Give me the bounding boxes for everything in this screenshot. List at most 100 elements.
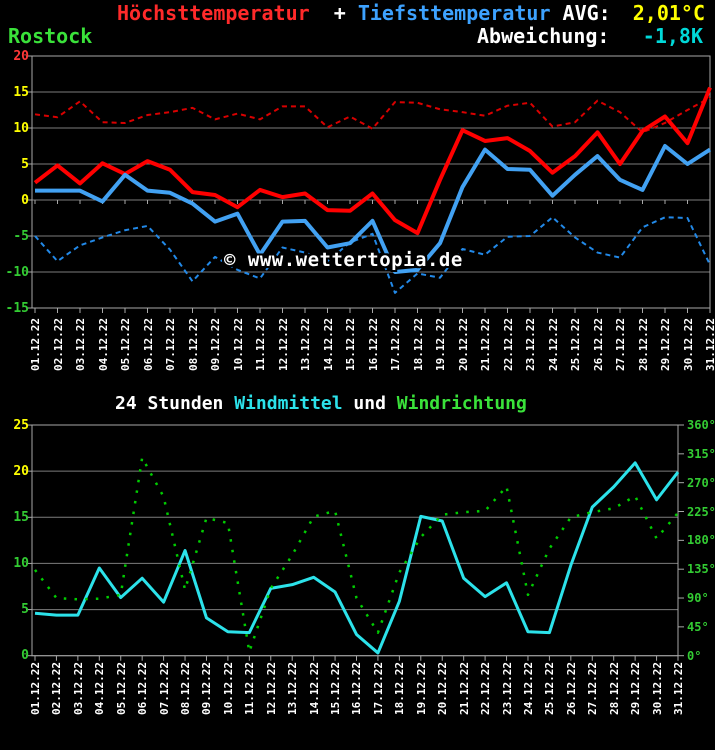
wind-x-axis-date: 03.12.22 xyxy=(71,662,85,715)
temp-x-axis-date: 07.12.22 xyxy=(164,318,177,371)
temp-x-axis-date: 01.12.22 xyxy=(29,318,42,371)
station-name: Rostock xyxy=(8,24,93,48)
wind-x-axis-date: 01.12.22 xyxy=(29,662,42,715)
temp-x-axis-date: 22.12.22 xyxy=(501,318,515,371)
temp-x-axis-date: 26.12.22 xyxy=(591,318,605,371)
temp-x-axis-date: 24.12.22 xyxy=(546,318,560,371)
watermark: © www.wettertopia.de xyxy=(224,249,463,271)
deviation-label: Abweichung: xyxy=(477,24,610,48)
wind-degree-axis-label: 90° xyxy=(687,591,709,606)
wind-x-axis-date: 21.12.22 xyxy=(457,662,471,715)
temp-y-axis-label: 10 xyxy=(13,120,29,136)
wind-x-axis-date: 14.12.22 xyxy=(307,662,321,715)
legend-tiefsttemperatur: Tiefsttemperatur xyxy=(357,1,551,25)
temp-x-axis-date: 19.12.22 xyxy=(434,318,447,371)
avg-label: AVG: xyxy=(550,1,611,25)
temp-x-axis-date: 27.12.22 xyxy=(614,318,627,371)
temp-x-axis-date: 17.12.22 xyxy=(389,318,402,371)
wind-x-axis-date: 05.12.22 xyxy=(114,662,128,715)
wind-x-axis-date: 12.12.22 xyxy=(264,662,278,715)
wind-x-axis-date: 24.12.22 xyxy=(521,662,535,715)
wind-y-axis-label: 5 xyxy=(21,602,29,618)
wind-title-windmittel: Windmittel xyxy=(234,393,343,414)
temp-x-axis-date: 23.12.22 xyxy=(524,318,537,371)
temp-x-axis-date: 02.12.22 xyxy=(51,318,65,371)
wind-x-axis-date: 17.12.22 xyxy=(371,662,385,715)
wind-degree-axis-label: 315° xyxy=(687,446,715,461)
temp-x-axis-date: 08.12.22 xyxy=(186,318,200,371)
temp-x-axis-date: 25.12.22 xyxy=(569,318,582,371)
wind-series-Windmittel xyxy=(34,461,680,655)
wind-y-axis-label: 0 xyxy=(21,648,29,664)
wind-x-axis-date: 25.12.22 xyxy=(543,662,557,715)
wind-x-axis-date: 16.12.22 xyxy=(350,662,364,715)
temp-series-Tiefsttemperatur Mittelwerte xyxy=(34,216,711,294)
wind-series-Windrichtung xyxy=(34,456,679,654)
temp-x-axis-date: 18.12.22 xyxy=(411,318,425,371)
wind-x-axis-date: 07.12.22 xyxy=(157,662,171,715)
temp-y-axis-label: 5 xyxy=(21,156,29,172)
wind-degree-axis-label: 135° xyxy=(687,562,715,577)
temp-chart-legend: Höchsttemperatur + Tiefsttemperatur AVG: xyxy=(117,3,611,23)
wind-x-axis-date: 30.12.22 xyxy=(650,662,664,715)
legend-plus: + xyxy=(309,1,358,25)
wind-degree-axis-label: 270° xyxy=(687,475,715,490)
wind-x-axis-date: 19.12.22 xyxy=(414,662,428,715)
temp-x-axis-date: 21.12.22 xyxy=(479,318,492,371)
temp-x-axis-date: 10.12.22 xyxy=(231,318,245,371)
temp-y-axis-label: -5 xyxy=(13,228,29,244)
wind-x-axis-date: 10.12.22 xyxy=(221,662,235,715)
temp-x-axis-date: 12.12.22 xyxy=(276,318,290,371)
legend-hoechsttemperatur: Höchsttemperatur xyxy=(117,1,310,25)
wind-x-axis-date: 20.12.22 xyxy=(436,662,450,715)
temp-x-axis-date: 09.12.22 xyxy=(209,318,222,371)
wind-degree-axis-label: 180° xyxy=(687,533,715,548)
temp-x-axis-date: 11.12.22 xyxy=(254,318,267,371)
wind-x-axis-date: 29.12.22 xyxy=(629,662,643,715)
temp-series-Tiefsttemperatur xyxy=(35,144,712,274)
wind-title-und: und xyxy=(342,393,397,414)
wind-title-24h: 24 Stunden xyxy=(115,393,235,414)
wind-x-axis-date: 04.12.22 xyxy=(93,662,107,715)
temp-x-axis-date: 03.12.22 xyxy=(74,318,87,371)
temp-x-axis-date: 04.12.22 xyxy=(96,318,110,371)
wind-degree-axis-label: 225° xyxy=(687,504,715,519)
wind-x-axis-date: 02.12.22 xyxy=(50,662,64,715)
temp-y-axis-label: 0 xyxy=(21,192,29,208)
wind-x-axis-date: 08.12.22 xyxy=(179,662,193,715)
temp-series-Höchsttemperatur Mittelwerte xyxy=(34,96,711,134)
deviation-value: -1,8K xyxy=(642,24,703,48)
temp-x-axis-date: 13.12.22 xyxy=(299,318,312,371)
wind-x-axis-date: 18.12.22 xyxy=(393,662,407,715)
wind-y-axis-label: 10 xyxy=(13,555,29,571)
wind-x-axis-date: 27.12.22 xyxy=(586,662,600,715)
wind-x-axis-date: 13.12.22 xyxy=(286,662,300,715)
temp-x-axis-date: 20.12.22 xyxy=(456,318,470,371)
temp-x-axis-date: 15.12.22 xyxy=(344,318,357,371)
temp-x-axis-date: 29.12.22 xyxy=(659,318,672,371)
temp-x-axis-date: 28.12.22 xyxy=(636,318,650,371)
wind-x-axis-date: 11.12.22 xyxy=(243,662,257,715)
wind-chart-title: 24 Stunden Windmittel und Windrichtung xyxy=(115,395,527,413)
temp-chart-frame xyxy=(31,55,711,309)
wind-degree-axis-label: 0° xyxy=(687,648,702,663)
temp-y-axis-label: -15 xyxy=(5,300,29,316)
wind-degree-axis-label: 45° xyxy=(687,619,709,634)
wind-x-axis-date: 28.12.22 xyxy=(607,662,621,715)
temp-x-axis-date: 06.12.22 xyxy=(141,318,155,371)
wind-y-axis-label: 25 xyxy=(13,417,29,433)
wind-title-windrichtung: Windrichtung xyxy=(396,393,527,414)
wind-degree-axis-label: 360° xyxy=(687,418,715,432)
temp-x-axis-date: 31.12.22 xyxy=(704,318,715,371)
temp-x-axis-date: 30.12.22 xyxy=(681,318,695,371)
temp-x-axis-date: 16.12.22 xyxy=(366,318,380,371)
wind-x-axis-date: 31.12.22 xyxy=(671,662,685,715)
wind-y-axis-label: 20 xyxy=(13,463,29,479)
temp-x-axis-date: 14.12.22 xyxy=(321,318,335,371)
avg-value: 2,01°C xyxy=(632,1,705,25)
wind-x-axis-date: 06.12.22 xyxy=(136,662,150,715)
wind-x-axis-date: 15.12.22 xyxy=(329,662,343,715)
wind-x-axis-date: 23.12.22 xyxy=(500,662,514,715)
